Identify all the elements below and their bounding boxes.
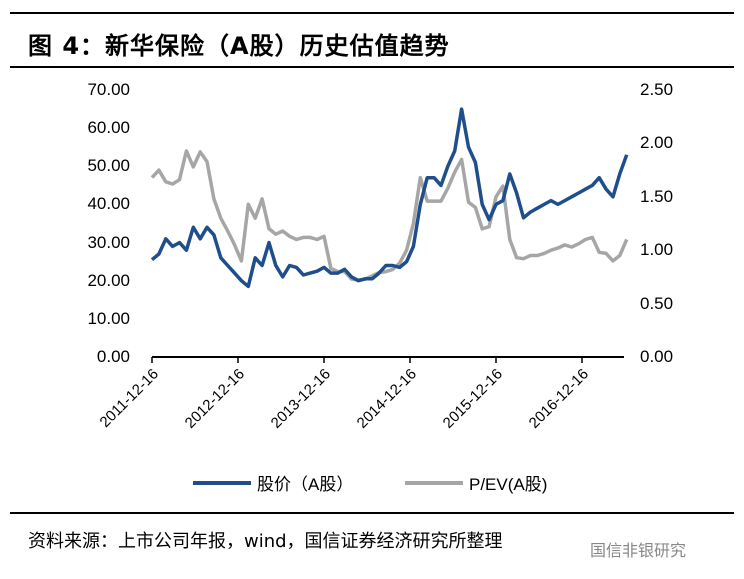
right-axis-tick: 0.50 xyxy=(640,293,674,313)
left-axis-tick: 70.00 xyxy=(87,80,130,99)
right-axis-tick: 1.50 xyxy=(640,186,674,206)
left-axis-tick: 50.00 xyxy=(87,156,130,176)
right-axis-tick: 1.00 xyxy=(640,240,674,260)
left-axis-tick: 60.00 xyxy=(87,118,130,138)
pev-series-line xyxy=(150,149,629,282)
left-axis-tick: 10.00 xyxy=(87,308,130,328)
source-note: 资料来源：上市公司年报，wind，国信证券经济研究所整理 xyxy=(28,531,503,552)
watermark: 国信非银研究 xyxy=(590,541,687,560)
left-axis-tick: 20.00 xyxy=(87,270,130,290)
price-line-swatch xyxy=(193,480,251,485)
legend-item-pev: P/EV(A股) xyxy=(405,470,547,495)
title-rule xyxy=(10,66,734,68)
legend-label-price: 股价（A股） xyxy=(257,475,354,494)
source-rule xyxy=(10,512,734,514)
right-axis-tick: 2.00 xyxy=(640,133,674,153)
legend-item-price: 股价（A股） xyxy=(193,470,353,495)
top-rule xyxy=(10,12,734,14)
right-axis-tick: 0.00 xyxy=(640,347,674,366)
left-axis-tick: 0.00 xyxy=(96,347,130,366)
right-axis-tick: 2.50 xyxy=(640,80,674,99)
left-axis-tick: 30.00 xyxy=(87,232,130,252)
left-axis-tick: 40.00 xyxy=(87,194,130,214)
figure-title: 图 4：新华保险（A股）历史估值趋势 xyxy=(28,32,450,60)
price-series-line xyxy=(150,107,629,289)
pev-line-swatch xyxy=(405,480,463,485)
legend-label-pev: P/EV(A股) xyxy=(469,475,548,494)
